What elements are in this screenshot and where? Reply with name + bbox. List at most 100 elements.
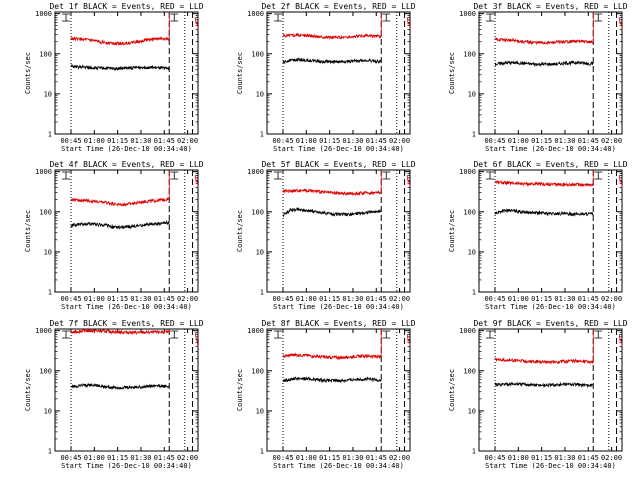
xtick-label: 01:45 — [154, 454, 175, 462]
series-lld — [282, 32, 382, 40]
series-events — [282, 206, 382, 218]
xtick-label: 01:15 — [107, 137, 128, 145]
xtick-label: 00:45 — [484, 295, 505, 303]
panel-det-7: Det 7f BLACK = Events, RED = LLD 1 10 100 10… — [24, 319, 204, 470]
plot-frame — [478, 11, 623, 135]
panel-title: Det 4f BLACK = Events, RED = LLD — [49, 160, 203, 169]
ytick-label: 10 — [468, 90, 476, 98]
xtick-label: 01:00 — [296, 295, 317, 303]
ytick-label: 100 — [463, 208, 476, 216]
xtick-label: 01:30 — [554, 295, 575, 303]
state-bracket — [486, 13, 495, 22]
state-bracket — [62, 330, 71, 339]
series-lld-saa — [406, 175, 411, 187]
ytick-label: 100 — [251, 367, 264, 375]
ytick-label: 10 — [44, 90, 52, 98]
xtick-label: 01:15 — [319, 295, 340, 303]
series-lld — [494, 37, 594, 46]
x-axis-label: Start Time (26-Dec-10 00:34:40) — [273, 303, 404, 311]
ytick-label: 1000 — [247, 168, 264, 176]
state-bracket — [62, 171, 71, 180]
xtick-label: 01:15 — [531, 137, 552, 145]
series-events — [70, 63, 170, 71]
xtick-label: 00:45 — [272, 137, 293, 145]
y-axis-label: Counts/sec — [448, 369, 456, 411]
series-lld-saa — [406, 17, 411, 29]
y-axis-label: Counts/sec — [236, 210, 244, 252]
ytick-label: 100 — [251, 50, 264, 58]
xtick-label: 02:00 — [177, 137, 198, 145]
x-axis-label: Start Time (26-Dec-10 00:34:40) — [273, 462, 404, 470]
y-axis-label: Counts/sec — [448, 52, 456, 94]
state-bracket — [274, 171, 283, 180]
xtick-label: 01:45 — [366, 295, 387, 303]
series-events — [70, 220, 170, 230]
plot-frame — [266, 328, 411, 452]
ytick-label: 1 — [472, 131, 476, 139]
x-axis-label: Start Time (26-Dec-10 00:34:40) — [61, 145, 192, 153]
xtick-label: 01:30 — [130, 295, 151, 303]
plot-frame — [266, 169, 411, 293]
state-bracket — [486, 171, 495, 180]
state-bracket — [170, 13, 179, 22]
xtick-label: 02:00 — [601, 295, 622, 303]
panel-title: Det 7f BLACK = Events, RED = LLD — [49, 319, 203, 328]
xtick-label: 01:15 — [319, 454, 340, 462]
xtick-label: 00:45 — [484, 137, 505, 145]
series-lld — [70, 196, 170, 207]
xtick-label: 01:00 — [508, 454, 529, 462]
plot-frame — [54, 328, 199, 452]
state-bracket — [274, 330, 283, 339]
ytick-label: 100 — [251, 208, 264, 216]
x-axis-label: Start Time (26-Dec-10 00:34:40) — [485, 145, 616, 153]
y-axis-label: Counts/sec — [24, 369, 32, 411]
x-axis-label: Start Time (26-Dec-10 00:34:40) — [485, 462, 616, 470]
ytick-label: 1000 — [35, 327, 52, 335]
xtick-label: 01:15 — [319, 137, 340, 145]
xtick-label: 01:15 — [531, 295, 552, 303]
ytick-label: 10 — [256, 90, 264, 98]
xtick-label: 00:45 — [60, 137, 81, 145]
xtick-label: 01:30 — [130, 454, 151, 462]
state-bracket — [62, 13, 71, 22]
series-lld-saa — [618, 17, 623, 29]
ytick-label: 1000 — [247, 10, 264, 18]
x-axis-label: Start Time (26-Dec-10 00:34:40) — [273, 145, 404, 153]
xtick-label: 01:00 — [296, 137, 317, 145]
panel-title: Det 1f BLACK = Events, RED = LLD — [49, 2, 203, 11]
xtick-label: 02:00 — [601, 454, 622, 462]
state-bracket — [594, 13, 603, 22]
ytick-label: 10 — [256, 248, 264, 256]
ytick-label: 10 — [256, 407, 264, 415]
y-axis-label: Counts/sec — [24, 210, 32, 252]
xtick-label: 01:30 — [130, 137, 151, 145]
ytick-label: 100 — [39, 50, 52, 58]
ytick-label: 1 — [48, 131, 52, 139]
state-bracket — [594, 330, 603, 339]
ytick-label: 1 — [48, 448, 52, 456]
series-lld — [70, 36, 170, 47]
xtick-label: 01:30 — [342, 137, 363, 145]
xtick-label: 01:00 — [508, 295, 529, 303]
panel-title: Det 9f BLACK = Events, RED = LLD — [473, 319, 627, 328]
ytick-label: 1000 — [247, 327, 264, 335]
ytick-label: 100 — [463, 367, 476, 375]
ytick-label: 1 — [260, 448, 264, 456]
series-events — [494, 208, 594, 217]
series-lld — [494, 179, 594, 188]
ytick-label: 100 — [39, 367, 52, 375]
panel-det-5: Det 5f BLACK = Events, RED = LLD 1 10 100 10… — [236, 160, 416, 311]
xtick-label: 02:00 — [389, 454, 410, 462]
xtick-label: 01:30 — [342, 295, 363, 303]
state-bracket — [382, 171, 391, 180]
ytick-label: 1000 — [459, 168, 476, 176]
panel-title: Det 2f BLACK = Events, RED = LLD — [261, 2, 415, 11]
state-bracket — [382, 330, 391, 339]
ytick-label: 100 — [39, 208, 52, 216]
plot-frame — [54, 11, 199, 135]
state-bracket — [594, 171, 603, 180]
panel-title: Det 8f BLACK = Events, RED = LLD — [261, 319, 415, 328]
xtick-label: 00:45 — [60, 454, 81, 462]
series-lld-saa — [406, 334, 411, 346]
